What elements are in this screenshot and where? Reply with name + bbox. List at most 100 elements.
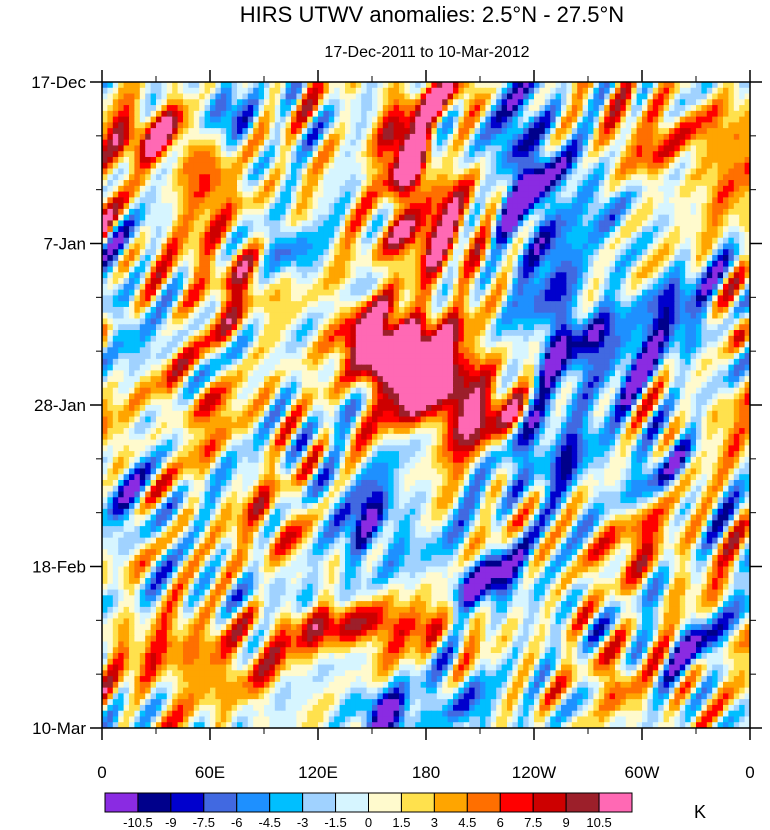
heatmap-cell	[706, 128, 713, 135]
heatmap-cell	[674, 260, 681, 268]
heatmap-cell	[112, 301, 119, 308]
heatmap-cell	[166, 116, 173, 123]
heatmap-cell	[285, 260, 292, 268]
heatmap-cell	[415, 278, 422, 285]
heatmap-cell	[490, 318, 497, 325]
heatmap-cell	[172, 312, 179, 320]
heatmap-cell	[539, 203, 546, 210]
heatmap-cell	[447, 162, 454, 170]
heatmap-cell	[528, 226, 535, 233]
heatmap-cell	[204, 249, 211, 256]
heatmap-cell	[420, 185, 427, 193]
heatmap-cell	[382, 82, 389, 89]
heatmap-cell	[571, 260, 578, 268]
heatmap-cell	[339, 220, 346, 227]
heatmap-cell	[161, 306, 168, 314]
heatmap-cell	[593, 272, 600, 279]
heatmap-cell	[399, 312, 405, 320]
heatmap-cell	[382, 99, 389, 106]
heatmap-cell	[377, 128, 384, 135]
heatmap-cell	[150, 220, 157, 227]
heatmap-cell	[620, 208, 627, 216]
heatmap-cell	[544, 151, 551, 158]
heatmap-cell	[134, 145, 141, 152]
heatmap-cell	[507, 197, 513, 204]
heatmap-cell	[577, 278, 584, 285]
heatmap-cell	[701, 272, 708, 279]
heatmap-cell	[598, 93, 605, 100]
heatmap-cell	[436, 110, 443, 118]
heatmap-cell	[744, 191, 750, 198]
heatmap-cell	[658, 162, 665, 170]
heatmap-cell	[102, 139, 108, 147]
heatmap-cell	[112, 203, 119, 210]
heatmap-cell	[258, 208, 265, 216]
heatmap-cell	[480, 180, 486, 187]
heatmap-cell	[102, 214, 108, 222]
heatmap-cell	[528, 272, 535, 279]
heatmap-cell	[490, 220, 497, 227]
heatmap-cell	[615, 151, 621, 158]
heatmap-cell	[512, 162, 519, 170]
heatmap-cell	[728, 151, 735, 158]
heatmap-cell	[512, 283, 519, 291]
heatmap-cell	[226, 185, 233, 193]
heatmap-cell	[177, 272, 184, 279]
heatmap-cell	[323, 214, 330, 222]
heatmap-cell	[129, 203, 135, 210]
heatmap-cell	[728, 168, 735, 175]
heatmap-cell	[539, 191, 546, 198]
heatmap-cell	[469, 116, 476, 123]
heatmap-cell	[501, 203, 508, 210]
heatmap-cell	[620, 220, 627, 227]
heatmap-cell	[625, 237, 632, 245]
heatmap-cell	[534, 99, 540, 106]
heatmap-cell	[696, 278, 702, 285]
heatmap-cell	[469, 306, 476, 314]
heatmap-cell	[388, 295, 395, 302]
heatmap-cell	[339, 133, 346, 141]
heatmap-cell	[102, 231, 108, 239]
heatmap-cell	[377, 249, 384, 256]
heatmap-cell	[253, 174, 260, 181]
heatmap-cell	[480, 208, 486, 216]
heatmap-cell	[539, 185, 546, 193]
heatmap-cell	[231, 156, 238, 164]
heatmap-cell	[102, 87, 108, 95]
heatmap-cell	[220, 133, 227, 141]
heatmap-cell	[145, 99, 152, 106]
heatmap-cell	[264, 295, 270, 302]
heatmap-cell	[685, 266, 692, 273]
heatmap-cell	[588, 208, 594, 216]
heatmap-cell	[220, 93, 227, 100]
heatmap-cell	[296, 272, 303, 279]
heatmap-cell	[555, 243, 562, 250]
heatmap-cell	[561, 255, 567, 262]
heatmap-cell	[274, 220, 281, 227]
heatmap-cell	[712, 312, 719, 320]
heatmap-cell	[312, 301, 319, 308]
heatmap-cell	[107, 237, 114, 245]
heatmap-cell	[507, 99, 513, 106]
heatmap-cell	[501, 243, 508, 250]
heatmap-cell	[566, 116, 573, 123]
heatmap-cell	[177, 243, 184, 250]
heatmap-cell	[642, 87, 648, 95]
heatmap-cell	[404, 220, 411, 227]
heatmap-cell	[280, 139, 287, 147]
heatmap-cell	[631, 82, 638, 89]
heatmap-cell	[345, 191, 351, 198]
heatmap-cell	[404, 231, 411, 239]
heatmap-cell	[269, 151, 276, 158]
heatmap-cell	[431, 301, 438, 308]
heatmap-cell	[247, 116, 254, 123]
heatmap-cell	[210, 306, 216, 314]
heatmap-cell	[285, 116, 292, 123]
heatmap-cell	[107, 191, 114, 198]
heatmap-cell	[517, 168, 524, 175]
heatmap-cell	[215, 93, 222, 100]
heatmap-cell	[463, 110, 470, 118]
heatmap-cell	[442, 162, 449, 170]
heatmap-cell	[388, 243, 395, 250]
heatmap-cell	[193, 318, 200, 325]
